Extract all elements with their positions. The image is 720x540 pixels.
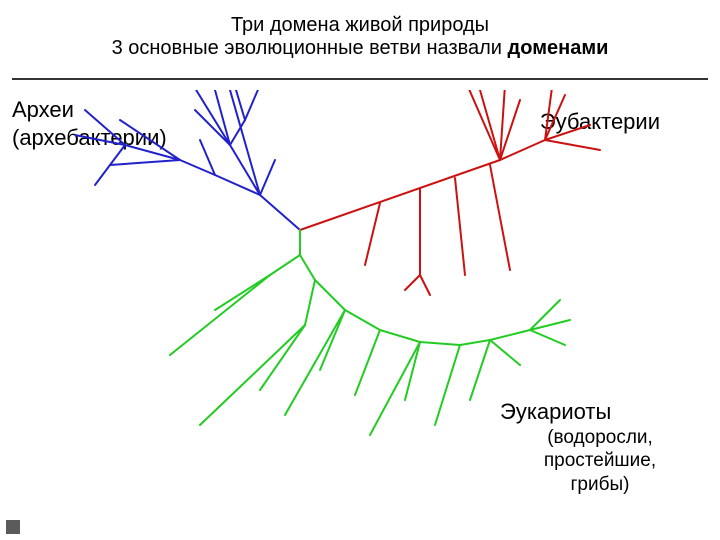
- title-line2-bold: доменами: [508, 37, 609, 59]
- tree-edge-eukaryotes: [270, 255, 300, 275]
- page-root: Три домена живой природы 3 основные эвол…: [0, 0, 720, 540]
- tree-edge-eukaryotes: [260, 325, 305, 390]
- tree-edge-eukaryotes: [200, 325, 305, 425]
- tree-edge-archaea: [260, 195, 300, 230]
- tree-edge-eukaryotes: [215, 275, 270, 310]
- title-line2: 3 основные эволюционные ветви назвали до…: [0, 37, 720, 60]
- tree-edge-eukaryotes: [285, 310, 345, 415]
- tree-edge-eubacteria: [480, 90, 500, 160]
- tree-edge-archaea: [125, 145, 180, 160]
- title-line2-plain: 3 основные эволюционные ветви назвали: [112, 37, 508, 59]
- tree-edge-eubacteria: [405, 275, 420, 290]
- tree-edge-eukaryotes: [490, 340, 520, 365]
- tree-edge-eubacteria: [500, 140, 545, 160]
- title-block: Три домена живой природы 3 основные эвол…: [0, 14, 720, 60]
- tree-edge-eubacteria: [545, 140, 600, 150]
- tree-edge-eukaryotes: [490, 330, 530, 340]
- tree-edge-eukaryotes: [305, 280, 315, 325]
- tree-edge-eubacteria: [365, 203, 380, 265]
- tree-edge-eukaryotes: [320, 310, 345, 370]
- tree-edge-eukaryotes: [530, 330, 565, 345]
- tree-edge-eukaryotes: [470, 340, 490, 400]
- tree-edge-eukaryotes: [460, 340, 490, 345]
- title-line1: Три домена живой природы: [0, 14, 720, 37]
- tree-edge-eubacteria: [490, 165, 510, 270]
- tree-edge-eukaryotes: [315, 280, 345, 310]
- tree-edge-eubacteria: [545, 90, 555, 140]
- tree-edge-archaea: [230, 90, 260, 195]
- tree-edge-eubacteria: [300, 160, 500, 230]
- tree-edge-archaea: [245, 90, 260, 120]
- separator-line: [12, 78, 708, 80]
- tree-edge-eubacteria: [455, 178, 465, 275]
- tree-edge-eukaryotes: [405, 342, 420, 400]
- tree-edge-eukaryotes: [435, 345, 460, 425]
- tree-edge-eubacteria: [420, 275, 430, 295]
- tree-edge-eukaryotes: [355, 330, 380, 395]
- tree-edge-archaea: [190, 90, 230, 145]
- tree-edge-archaea: [75, 135, 125, 145]
- tree-edge-archaea: [85, 110, 125, 145]
- tree-edge-eukaryotes: [300, 255, 315, 280]
- tree-edge-eukaryotes: [345, 310, 380, 330]
- tree-edge-eukaryotes: [420, 342, 460, 345]
- corner-marker-icon: [6, 520, 20, 534]
- tree-edge-archaea: [120, 120, 180, 160]
- tree-edge-eukaryotes: [370, 342, 420, 435]
- tree-edge-archaea: [260, 160, 275, 195]
- phylogenetic-tree: [0, 90, 720, 540]
- tree-edge-archaea: [110, 160, 180, 165]
- tree-edge-eukaryotes: [170, 275, 270, 355]
- tree-edge-eukaryotes: [380, 330, 420, 342]
